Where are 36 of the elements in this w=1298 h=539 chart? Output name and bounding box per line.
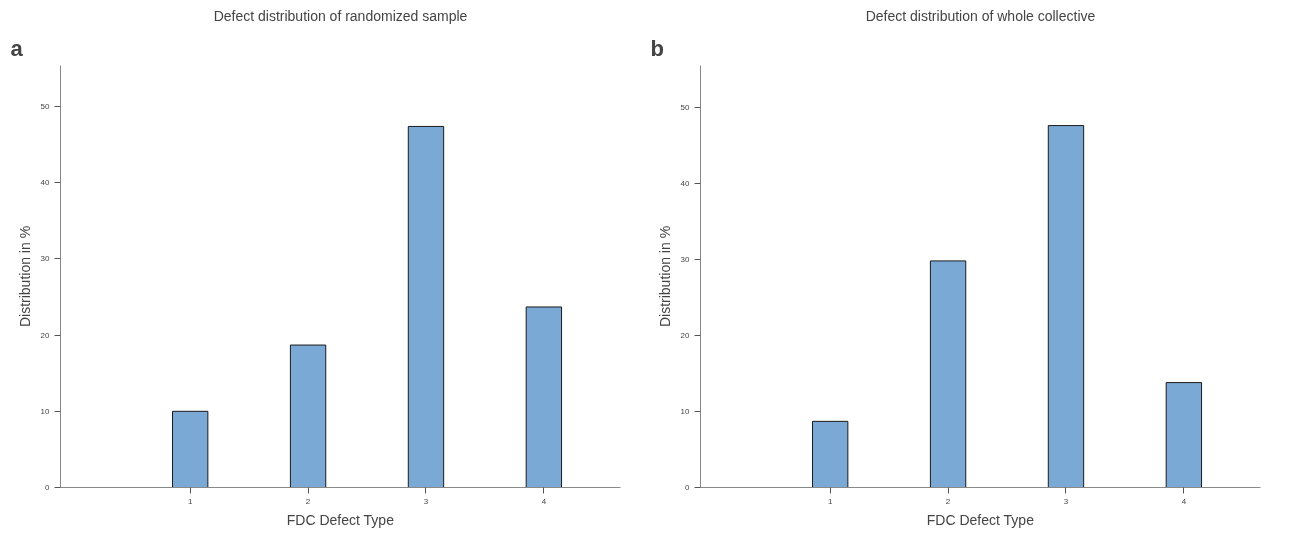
bar [289, 344, 327, 488]
x-tick-label: 3 [423, 496, 429, 506]
x-tick-label: 4 [1181, 496, 1187, 506]
x-axis-title: FDC Defect Type [926, 511, 1035, 528]
bar [812, 420, 849, 488]
y-tick-label: 40 [680, 178, 691, 188]
y-tick-label: 50 [680, 102, 691, 112]
y-tick-label: 30 [40, 254, 51, 264]
text: b [650, 35, 664, 61]
y-tick-label: 40 [40, 178, 51, 188]
chart-title: Defect distribution of whole collective [865, 7, 1096, 24]
bar [1047, 125, 1085, 488]
bar [1165, 382, 1203, 488]
x-tick-label: 4 [541, 496, 547, 506]
x-tick-label: 1 [187, 496, 193, 506]
y-tick-label: 30 [680, 254, 691, 264]
x-tick-label: 1 [827, 496, 833, 506]
x-axis-title: FDC Defect Type [286, 511, 395, 528]
text: a [10, 35, 24, 61]
y-tick-label: 10 [40, 406, 51, 416]
x-tick-label: 2 [305, 496, 311, 506]
x-tick-label: 2 [945, 496, 951, 506]
y-tick-label: 10 [680, 406, 691, 416]
bar [929, 260, 967, 488]
y-axis-title: Distribution in % [16, 225, 33, 328]
y-tick-label: 20 [40, 330, 51, 340]
x-tick-label: 3 [1063, 496, 1069, 506]
y-axis-title: Distribution in % [656, 225, 673, 328]
y-tick-label: 50 [40, 102, 51, 112]
y-tick-label: 20 [680, 330, 691, 340]
y-tick-label: 0 [685, 483, 691, 492]
bar [407, 125, 445, 488]
chart-title: Defect distribution of randomized sample [213, 7, 468, 24]
y-tick-label: 0 [45, 483, 51, 492]
bar [172, 410, 209, 488]
bar [525, 306, 563, 488]
